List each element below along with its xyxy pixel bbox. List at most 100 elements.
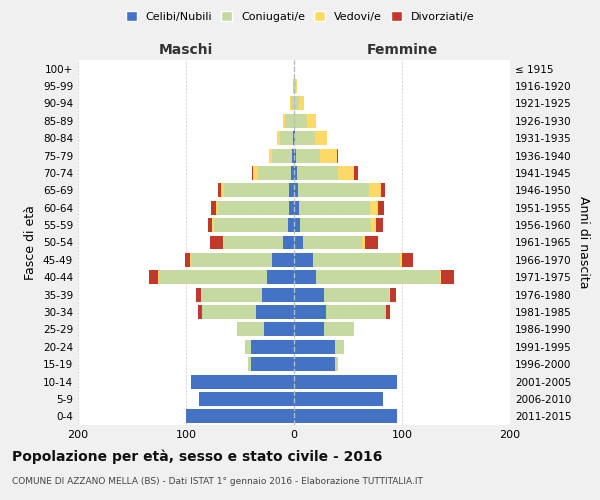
Text: COMUNE DI AZZANO MELLA (BS) - Dati ISTAT 1° gennaio 2016 - Elaborazione TUTTITAL: COMUNE DI AZZANO MELLA (BS) - Dati ISTAT…	[12, 478, 423, 486]
Bar	[370, 201, 378, 214]
Bar	[294, 270, 316, 284]
Bar	[224, 236, 283, 250]
Bar	[251, 340, 294, 353]
Bar	[256, 305, 294, 319]
Bar	[259, 166, 291, 180]
Bar	[269, 148, 272, 162]
Bar	[365, 236, 378, 250]
Bar	[294, 305, 326, 319]
Bar	[313, 253, 400, 267]
Bar	[441, 270, 454, 284]
Bar	[291, 96, 294, 110]
Bar	[218, 201, 289, 214]
Bar	[294, 340, 335, 353]
Bar	[299, 96, 304, 110]
Bar	[248, 357, 251, 371]
Bar	[149, 270, 158, 284]
Bar	[186, 410, 294, 424]
Bar	[335, 357, 338, 371]
Bar	[371, 218, 376, 232]
Bar	[221, 184, 224, 198]
Bar	[390, 288, 395, 302]
Bar	[292, 148, 294, 162]
Bar	[218, 184, 221, 198]
Bar	[202, 288, 262, 302]
Bar	[280, 132, 293, 145]
Bar	[301, 218, 371, 232]
Bar	[324, 322, 355, 336]
Bar	[335, 340, 344, 353]
Bar	[294, 114, 307, 128]
Bar	[224, 184, 289, 198]
Bar	[293, 132, 294, 145]
Bar	[251, 357, 294, 371]
Bar	[294, 132, 295, 145]
Bar	[294, 410, 397, 424]
Text: Femmine: Femmine	[367, 42, 437, 56]
Bar	[376, 218, 383, 232]
Bar	[211, 201, 216, 214]
Y-axis label: Fasce di età: Fasce di età	[25, 205, 37, 280]
Bar	[190, 253, 191, 267]
Bar	[294, 148, 296, 162]
Bar	[326, 305, 386, 319]
Bar	[295, 132, 314, 145]
Bar	[378, 201, 383, 214]
Bar	[237, 322, 264, 336]
Bar	[198, 305, 202, 319]
Bar	[294, 322, 324, 336]
Bar	[314, 132, 328, 145]
Bar	[185, 253, 190, 267]
Bar	[296, 79, 297, 93]
Bar	[368, 184, 382, 198]
Y-axis label: Anni di nascita: Anni di nascita	[577, 196, 590, 289]
Bar	[294, 218, 301, 232]
Bar	[294, 184, 298, 198]
Bar	[262, 288, 294, 302]
Legend: Celibi/Nubili, Coniugati/e, Vedovi/e, Divorziati/e: Celibi/Nubili, Coniugati/e, Vedovi/e, Di…	[122, 8, 478, 25]
Bar	[294, 392, 383, 406]
Bar	[245, 340, 251, 353]
Bar	[402, 253, 413, 267]
Bar	[272, 148, 292, 162]
Bar	[400, 253, 402, 267]
Bar	[440, 270, 441, 284]
Bar	[294, 374, 397, 388]
Bar	[191, 374, 294, 388]
Bar	[214, 218, 287, 232]
Bar	[202, 305, 256, 319]
Bar	[338, 166, 355, 180]
Bar	[294, 79, 296, 93]
Bar	[199, 392, 294, 406]
Bar	[389, 288, 390, 302]
Bar	[283, 114, 286, 128]
Bar	[294, 166, 297, 180]
Bar	[386, 305, 390, 319]
Bar	[191, 253, 272, 267]
Bar	[159, 270, 267, 284]
Bar	[289, 201, 294, 214]
Bar	[355, 166, 358, 180]
Bar	[294, 201, 299, 214]
Bar	[223, 236, 224, 250]
Bar	[264, 322, 294, 336]
Bar	[277, 132, 280, 145]
Bar	[362, 236, 365, 250]
Bar	[296, 148, 320, 162]
Bar	[289, 184, 294, 198]
Bar	[212, 218, 214, 232]
Bar	[298, 184, 368, 198]
Bar	[294, 236, 302, 250]
Bar	[320, 148, 337, 162]
Bar	[294, 357, 335, 371]
Text: Popolazione per età, sesso e stato civile - 2016: Popolazione per età, sesso e stato civil…	[12, 450, 382, 464]
Bar	[297, 166, 338, 180]
Bar	[294, 253, 313, 267]
Bar	[382, 184, 385, 198]
Bar	[208, 218, 212, 232]
Bar	[252, 166, 253, 180]
Bar	[316, 270, 440, 284]
Bar	[291, 166, 294, 180]
Bar	[290, 96, 291, 110]
Text: Maschi: Maschi	[159, 42, 213, 56]
